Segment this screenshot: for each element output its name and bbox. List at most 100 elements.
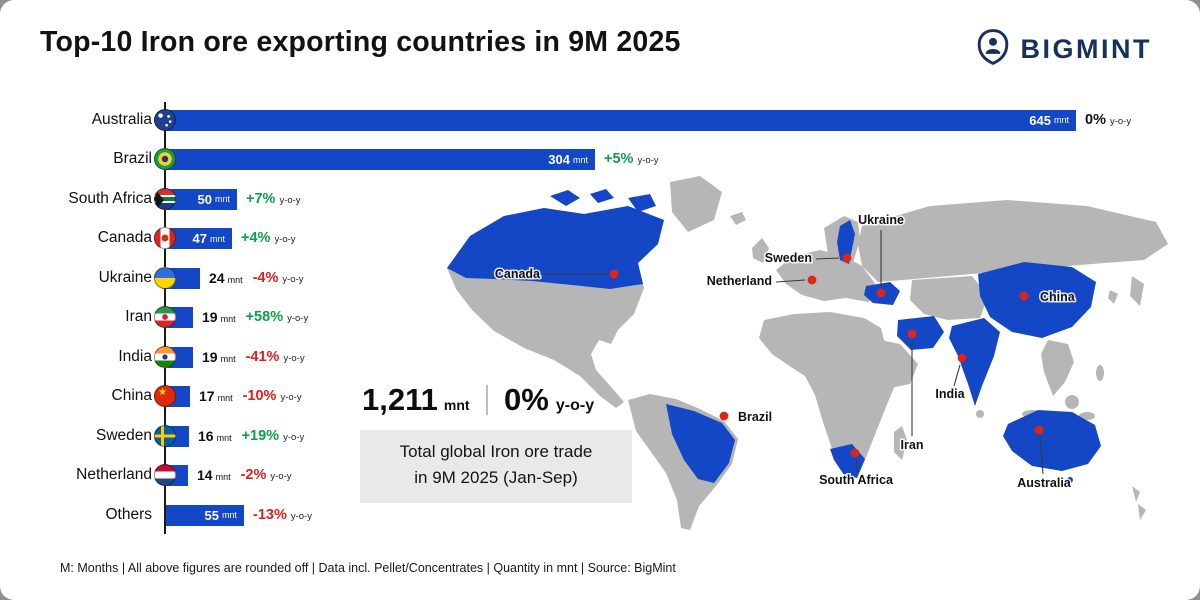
country-label: South Africa <box>68 189 152 207</box>
yoy-change: 0% y-o-y <box>1085 111 1132 128</box>
yoy-change: +4% y-o-y <box>241 230 296 247</box>
marker-leader-line <box>815 257 840 260</box>
total-yoy-suffix: y-o-y <box>555 397 595 414</box>
bar-value: 645 mnt <box>1029 112 1069 128</box>
country-label: Ukraine <box>98 268 152 286</box>
map-marker-brazil: Brazil <box>719 409 774 426</box>
bar: 645 mnt <box>166 109 1076 131</box>
map-canada-highlight <box>628 194 656 212</box>
map-canada-highlight <box>447 206 664 289</box>
flag-canada-icon <box>154 227 176 249</box>
map-marker-canada: Canada <box>493 266 619 283</box>
country-label: Netherland <box>76 466 152 484</box>
bar-value: 50 mnt <box>197 191 230 207</box>
bar-row: India 19 mnt -41% y-o-y <box>40 337 1158 377</box>
bar-value: 55 mnt <box>204 507 237 523</box>
map-brazil-highlight <box>666 404 735 483</box>
flag-australia-icon <box>154 108 176 131</box>
map-europe <box>776 250 880 302</box>
bar: 55 mnt <box>166 504 244 526</box>
flag-netherland-icon <box>154 464 176 486</box>
yoy-change: -13% y-o-y <box>253 506 312 523</box>
flag-china-icon <box>154 385 176 407</box>
bar-row: Iran 19 mnt +58% y-o-y <box>40 298 1158 338</box>
marker-label: Ukraine <box>858 213 904 227</box>
map-sri-lanka <box>976 410 984 418</box>
bar-row: Netherland 14 mnt -2% y-o-y <box>40 456 1158 496</box>
country-label: Others <box>105 505 152 523</box>
yoy-change: -2% y-o-y <box>240 467 292 484</box>
map-marker-ukraine: Ukraine <box>857 212 905 298</box>
bar-value: 24 mnt <box>209 269 243 286</box>
map-china-highlight <box>978 262 1096 338</box>
marker-leader-line <box>855 458 859 473</box>
yoy-change: +7% y-o-y <box>246 190 301 207</box>
bar: 304 mnt <box>166 149 595 170</box>
map-korea <box>1108 290 1118 304</box>
bar: 50 mnt <box>166 188 237 210</box>
map-new-zealand <box>1132 486 1140 502</box>
map-philippines <box>1096 365 1104 381</box>
map-marker-australia: Australia <box>1016 425 1073 492</box>
marker-leader-line <box>775 279 806 283</box>
total-unit: mnt <box>443 397 470 413</box>
map-iceland <box>730 212 746 225</box>
map-highlights <box>447 189 1101 483</box>
map-indochina <box>1041 340 1074 396</box>
marker-label: China <box>1040 290 1076 304</box>
bar-value: 19 mnt <box>202 348 236 365</box>
marker-dot-icon <box>807 275 817 285</box>
map-island <box>1079 412 1095 420</box>
map-marker-sweden: Sweden <box>763 250 852 267</box>
bar-value: 47 mnt <box>192 231 225 246</box>
total-caption-line1: Total global Iron ore trade <box>399 442 593 461</box>
flag-ukraine-icon <box>154 266 176 289</box>
marker-dot-icon <box>1019 291 1029 301</box>
marker-label: Australia <box>1017 476 1072 490</box>
map-canada-highlight <box>590 189 614 203</box>
total-caption-line2: in 9M 2025 (Jan-Sep) <box>414 468 578 488</box>
country-label: Iran <box>125 308 152 326</box>
bar-chart: Australia 645 mnt 0% y-o-y Brazil 304 mnt +5% y-o… <box>40 100 1158 538</box>
yoy-change: +58% y-o-y <box>245 309 309 326</box>
map-sweden-highlight <box>837 220 855 264</box>
flag-sweden-icon <box>154 424 176 447</box>
map-marker-south-africa: South Africa <box>818 448 895 489</box>
bar-row: Canada 47 mnt +4% y-o-y <box>40 219 1158 259</box>
yoy-change: +5% y-o-y <box>604 151 659 168</box>
marker-dot-icon <box>907 329 917 339</box>
map-marker-netherland: Netherland <box>705 273 817 290</box>
total-caption-box: Total global Iron ore trade in 9M 2025 (… <box>360 430 632 503</box>
bar: 47 mnt <box>166 228 232 249</box>
map-new-zealand <box>1138 504 1146 520</box>
flag-brazil-icon <box>154 148 176 170</box>
bar-row: Ukraine 24 mnt -4% y-o-y <box>40 258 1158 298</box>
country-label: Canada <box>97 229 152 247</box>
marker-leader-line <box>1039 435 1044 475</box>
map-marker-china: China <box>1019 289 1077 306</box>
flag-south-africa-icon <box>154 187 176 210</box>
footnote: M: Months | All above figures are rounde… <box>60 561 676 575</box>
flag-india-icon <box>154 345 176 368</box>
map-canada-highlight <box>550 190 580 206</box>
marker-label: Netherland <box>707 274 772 288</box>
marker-dot-icon <box>957 353 967 363</box>
marker-label: India <box>935 387 965 401</box>
marker-label: Iran <box>901 438 924 452</box>
stats-divider <box>485 385 489 415</box>
map-australia-highlight <box>1003 410 1101 471</box>
country-label: India <box>118 347 152 365</box>
bar-value: 14 mnt <box>197 467 231 484</box>
total-stats: 1,211 mnt 0% y-o-y <box>362 382 594 418</box>
map-tasmania-highlight <box>1067 477 1073 483</box>
bar-value: 19 mnt <box>202 309 236 326</box>
map-arabia <box>875 340 918 388</box>
marker-dot-icon <box>1034 425 1044 435</box>
yoy-change: +19% y-o-y <box>241 427 305 444</box>
world-map: Canada Sweden Ukraine Netherland China Brazil… <box>432 168 1190 550</box>
map-island <box>1065 395 1079 409</box>
map-marker-iran: Iran <box>899 329 925 454</box>
brand-name: BIGMINT <box>1020 34 1152 64</box>
